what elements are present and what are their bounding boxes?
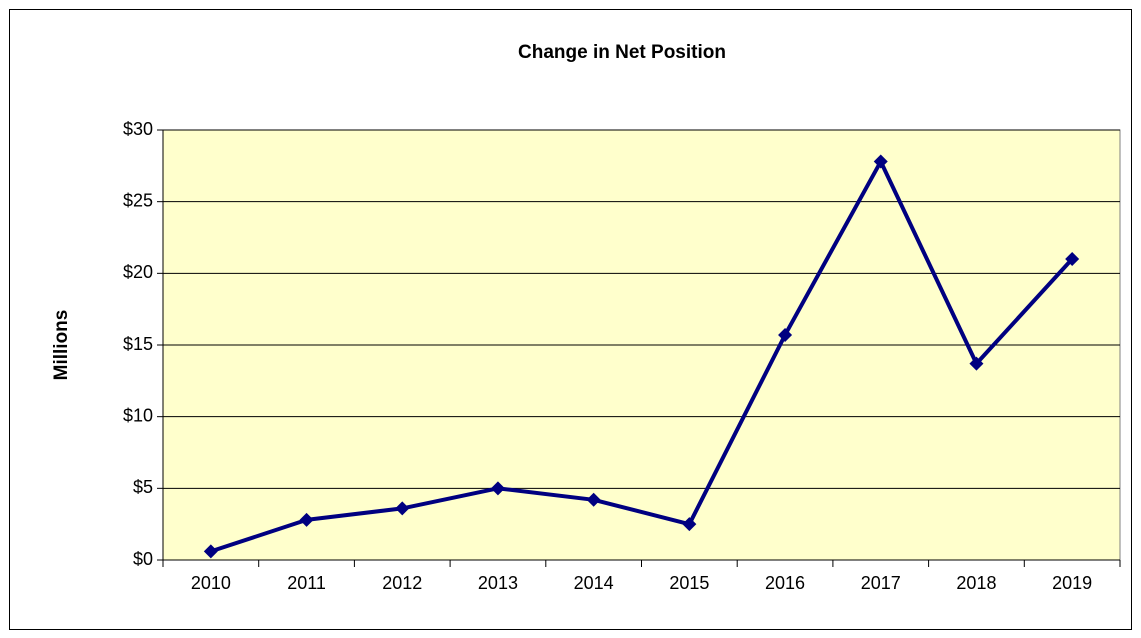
x-tick-label: 2011 <box>287 573 326 593</box>
x-tick-label: 2012 <box>382 573 422 593</box>
y-tick-label: $30 <box>123 119 153 139</box>
marker <box>490 481 505 496</box>
marker <box>203 544 218 559</box>
x-tick-label: 2019 <box>1052 573 1092 593</box>
marker <box>1065 252 1080 266</box>
y-tick-label: $5 <box>133 477 153 497</box>
y-tick-label: $15 <box>123 334 153 354</box>
marker <box>682 517 697 532</box>
x-tick-label: 2018 <box>956 573 996 593</box>
line <box>210 159 1074 554</box>
y-axis-label: Millions <box>51 310 72 381</box>
chart-title: Change in Net Position <box>518 42 726 63</box>
marker <box>969 356 984 371</box>
y-tick-label: $10 <box>123 405 153 425</box>
y-tick-label: $25 <box>123 190 153 210</box>
marker <box>299 512 314 527</box>
marker <box>873 154 888 169</box>
x-tick-label: 2015 <box>669 573 709 593</box>
marker <box>395 501 410 516</box>
x-tick-label: 2016 <box>765 573 805 593</box>
x-tick-label: 2017 <box>861 573 901 593</box>
marker <box>586 492 601 507</box>
x-tick-label: 2014 <box>574 573 614 593</box>
y-tick-label: $20 <box>123 262 153 282</box>
x-tick-label: 2013 <box>478 573 518 593</box>
y-tick-label: $0 <box>133 549 153 569</box>
x-tick-label: 2010 <box>191 573 231 593</box>
marker <box>778 327 793 342</box>
